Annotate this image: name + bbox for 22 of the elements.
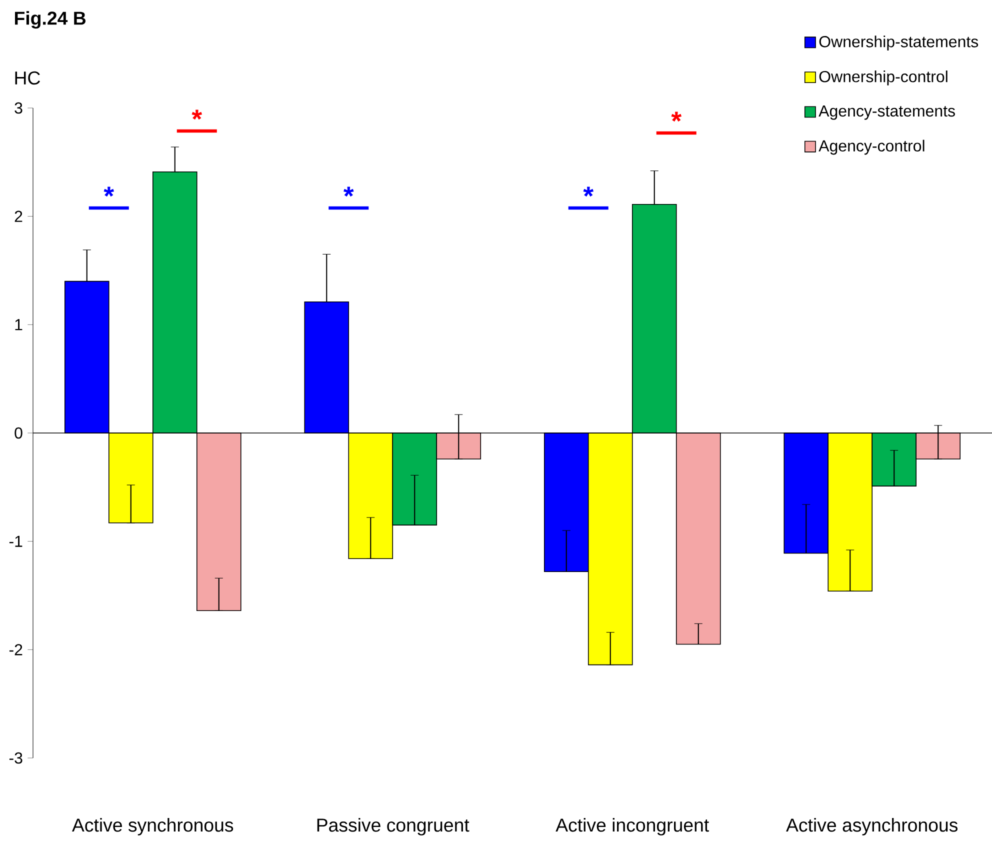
annotation: *	[104, 186, 114, 197]
annotation: *	[583, 186, 594, 197]
annotation: *	[192, 110, 202, 120]
chart-title: Fig.24 B	[15, 11, 86, 29]
x-tick-label: Passive congruent	[317, 818, 470, 836]
x-tick-label: Active incongruent	[556, 818, 709, 836]
y-tick-label: 1	[15, 319, 22, 330]
y-tick-label: 0	[14, 427, 22, 439]
y-tick-label: 3	[14, 102, 22, 114]
legend-label: Ownership-statements	[819, 36, 978, 51]
legend-label: Agency-control	[818, 140, 924, 155]
y-tick-label: -2	[9, 644, 22, 656]
legend-label: Agency-statements	[818, 105, 955, 120]
annotation: *	[344, 186, 354, 197]
y-tick-label: -3	[9, 752, 22, 764]
y-tick-label: 2	[14, 210, 22, 222]
x-tick-label: Active asynchronous	[786, 818, 958, 836]
y-axis-title: HC	[15, 71, 40, 85]
annotation: *	[671, 112, 682, 122]
legend-label: Ownership-control	[819, 70, 948, 86]
x-tick-label: Active synchronous	[72, 818, 234, 836]
y-tick-label: -1	[9, 536, 22, 547]
